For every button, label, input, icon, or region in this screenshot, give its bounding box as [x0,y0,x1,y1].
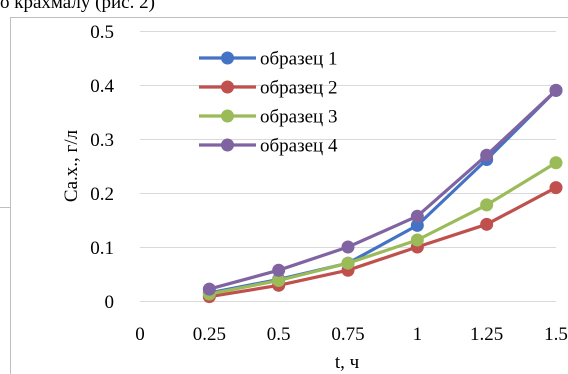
data-point [272,263,286,277]
series-layer [202,83,563,304]
y-tick-label: 0.4 [90,76,114,97]
legend-label: образец 4 [260,136,338,157]
y-tick-label: 0 [105,292,115,313]
data-point [549,156,563,170]
x-tick-label: 0.25 [193,324,226,345]
x-axis-ticks: 0 0.25 0.5 0.75 1 1.25 1.5 [135,324,568,345]
legend-label: образец 1 [260,49,337,70]
data-point [549,181,563,195]
data-point [410,233,424,247]
data-point [410,218,424,232]
legend-item: образец 3 [199,107,337,128]
y-tick-label: 0.5 [90,22,114,43]
legend: образец 1 образец 2 образец 3 образец 4 [199,49,338,157]
y-axis-ticks: 0 0.1 0.2 0.3 0.4 0.5 [90,22,114,313]
series-3 [202,156,563,301]
series-line [208,89,558,291]
legend-swatch-marker [221,51,234,65]
y-tick-label: 0.1 [90,238,114,259]
data-point [202,282,216,296]
data-point [480,217,494,231]
y-axis-label: Са.х., г/л [61,129,82,202]
legend-label: образец 3 [260,107,337,128]
legend-item: образец 1 [199,49,337,70]
data-point [549,83,563,97]
legend-label: образец 2 [260,78,337,99]
series-line [209,186,557,299]
y-tick-label: 0.3 [90,130,114,151]
legend-item: образец 4 [199,136,338,157]
data-point [341,256,355,270]
data-point [480,198,494,212]
series-line [208,161,557,296]
data-point [480,148,494,162]
legend-swatch-marker [221,80,234,94]
y-tick-label: 0.2 [90,184,114,205]
legend-swatch-marker [221,109,234,123]
x-axis-label: t, ч [335,352,360,373]
data-point [272,273,286,287]
series-4 [202,83,563,296]
legend-item: образец 2 [199,78,337,99]
legend-swatch-marker [221,138,234,152]
x-tick-label: 1 [413,324,423,345]
x-tick-label: 1.5 [544,324,568,345]
data-point [341,240,355,254]
x-tick-label: 0.5 [267,324,291,345]
x-tick-label: 0.75 [331,324,364,345]
caption-fragment: о крахмалу (рис. 2) [0,0,155,13]
x-tick-label: 1.25 [470,324,503,345]
x-tick-label: 0 [135,324,145,345]
data-point [410,209,424,223]
